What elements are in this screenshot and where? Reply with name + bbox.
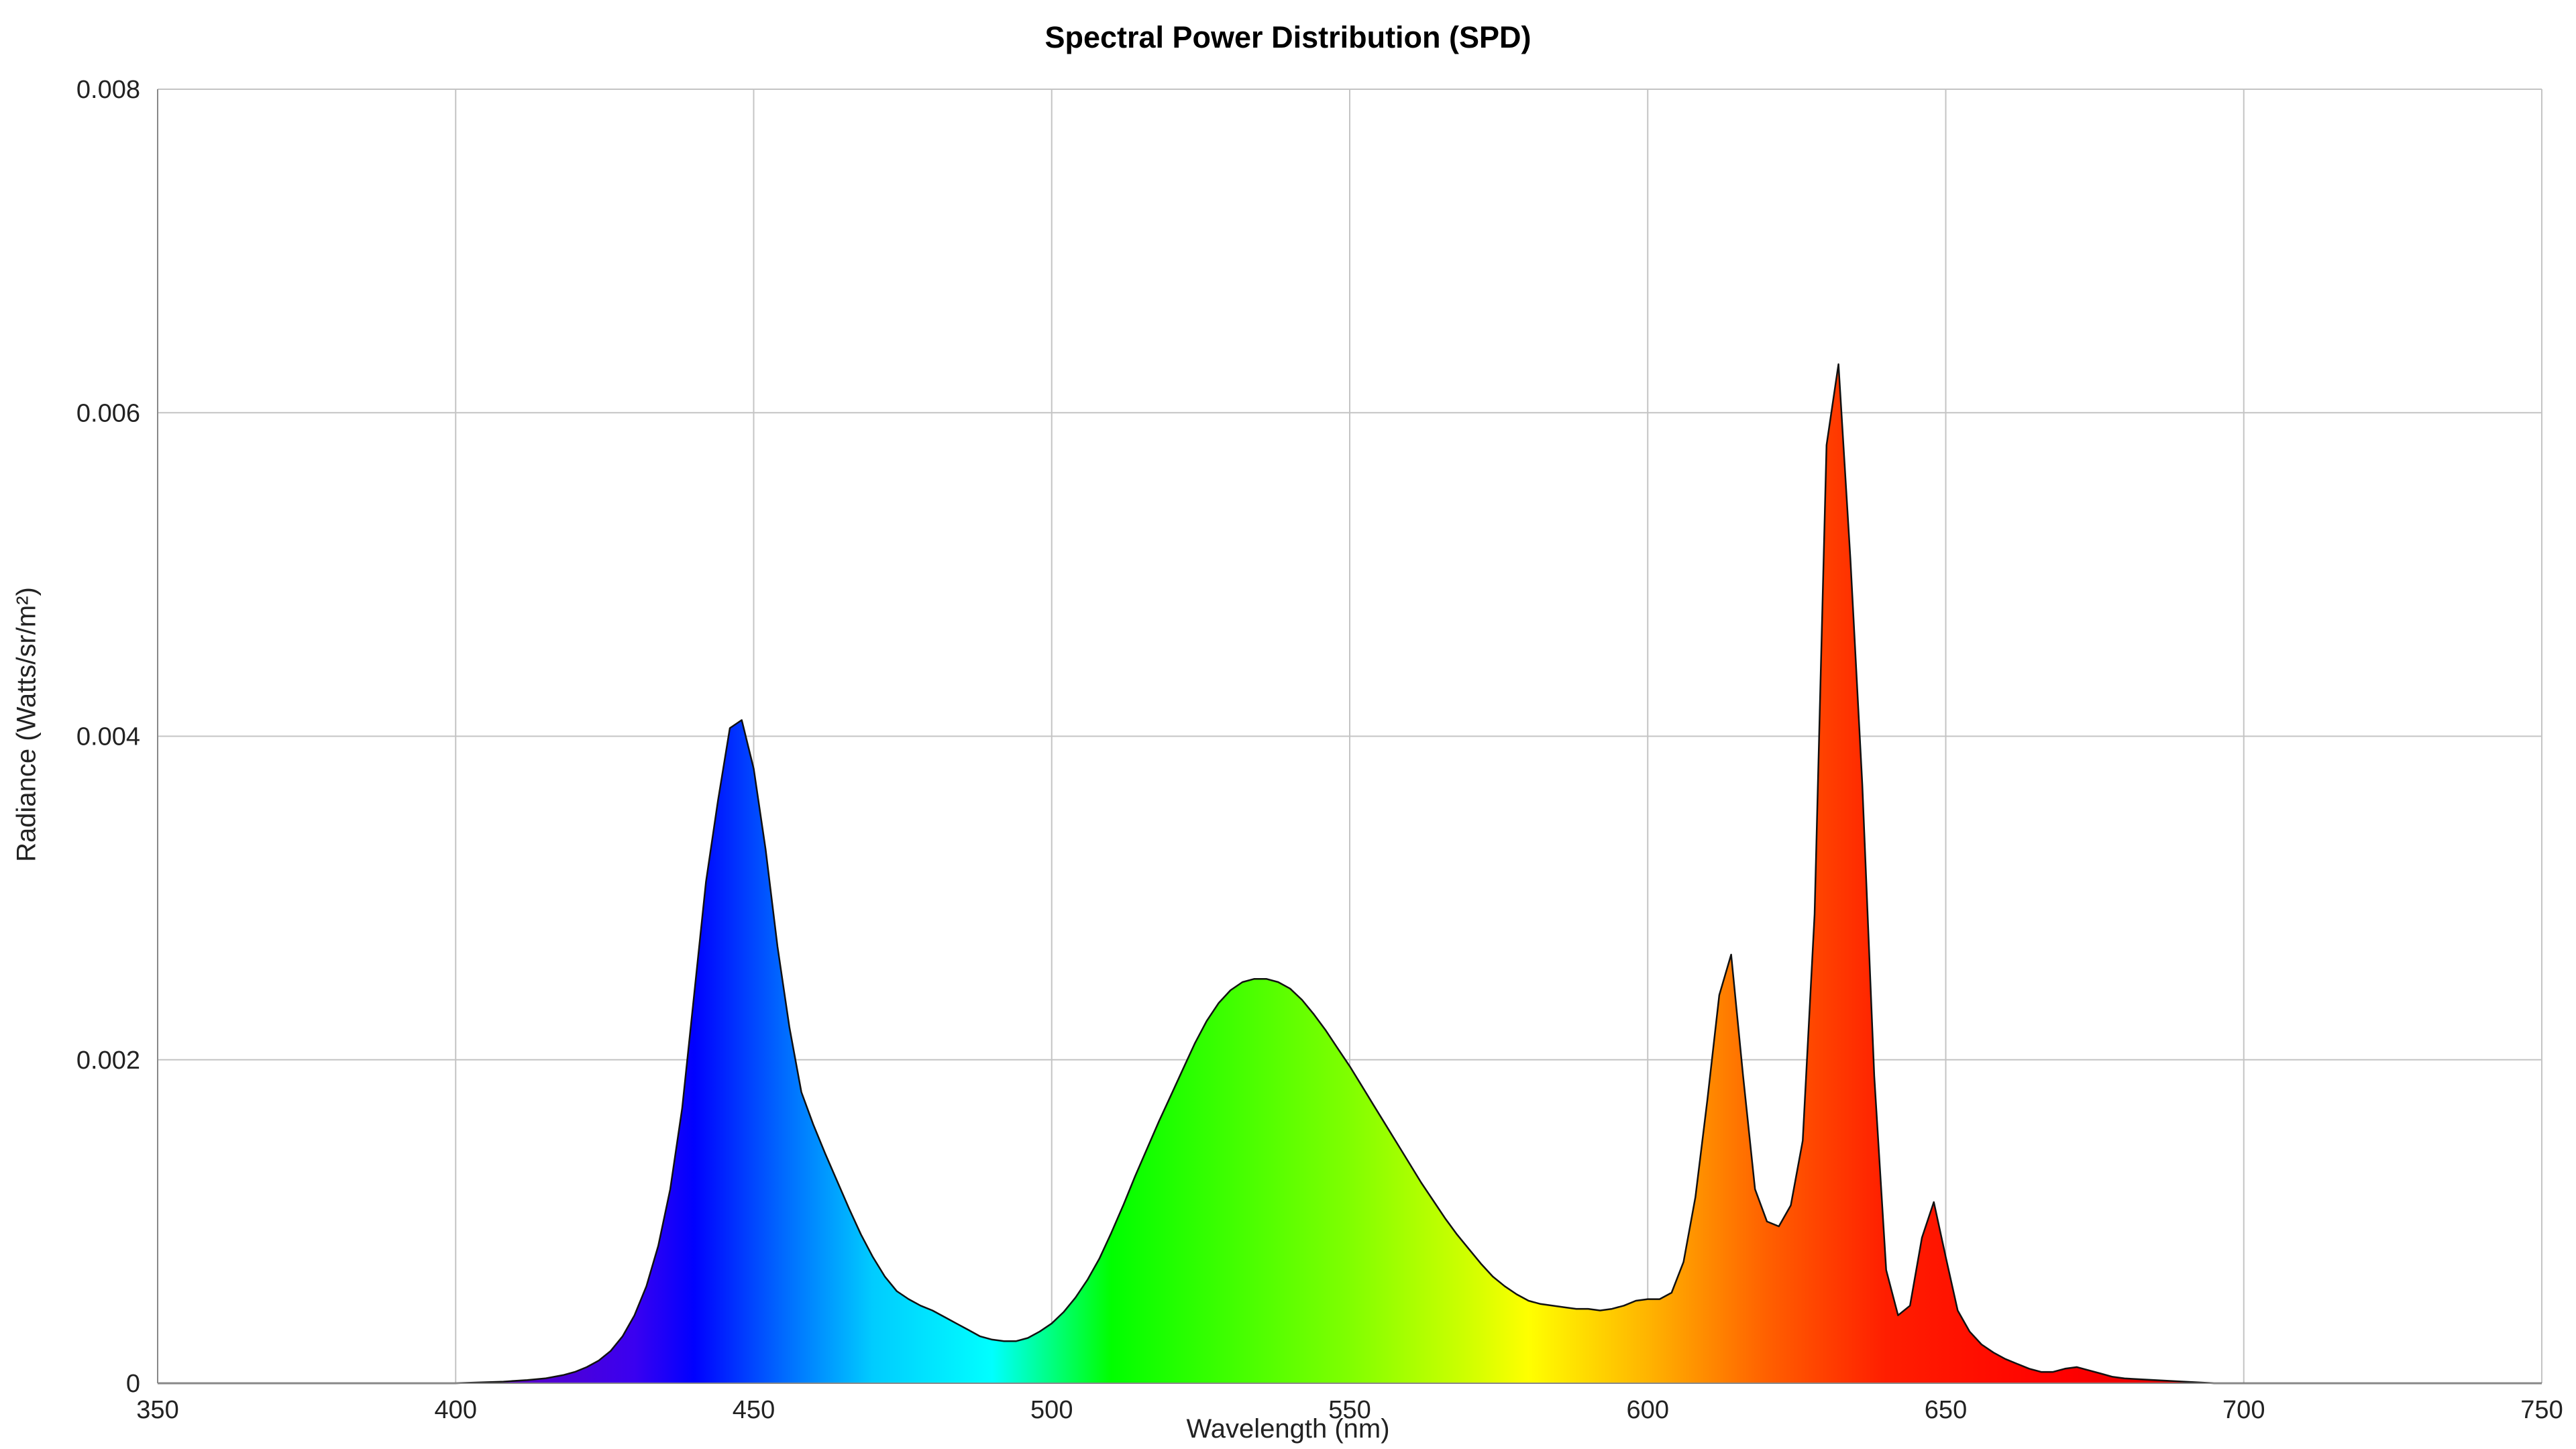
x-tick-label: 350: [136, 1396, 178, 1424]
x-tick-label: 700: [2222, 1396, 2265, 1424]
spd-area: [158, 364, 2542, 1383]
spd-curve: [158, 363, 2542, 1385]
y-tick-label: 0.008: [76, 76, 140, 104]
y-tick-label: 0: [126, 1370, 140, 1398]
x-tick-label: 750: [2520, 1396, 2563, 1424]
x-tick-label: 400: [435, 1396, 477, 1424]
chart-title: Spectral Power Distribution (SPD): [1044, 20, 1532, 54]
grid-lines: [157, 89, 2542, 1384]
y-tick-label: 0.002: [76, 1046, 140, 1075]
x-tick-label: 450: [733, 1396, 775, 1424]
y-tick-label: 0.006: [76, 399, 140, 427]
y-tick-label: 0.004: [76, 723, 140, 751]
axes: [157, 89, 2542, 1384]
x-tick-label: 650: [1925, 1396, 1967, 1424]
x-axis-label: Wavelength (nm): [1186, 1414, 1390, 1444]
x-tick-label: 500: [1030, 1396, 1073, 1424]
x-tick-label: 600: [1627, 1396, 1669, 1424]
tick-labels: 350 400 450 500 550 600 650 700 750 0 0.002 0.004 0.…: [76, 76, 2563, 1424]
x-tick-label: 550: [1328, 1396, 1371, 1424]
